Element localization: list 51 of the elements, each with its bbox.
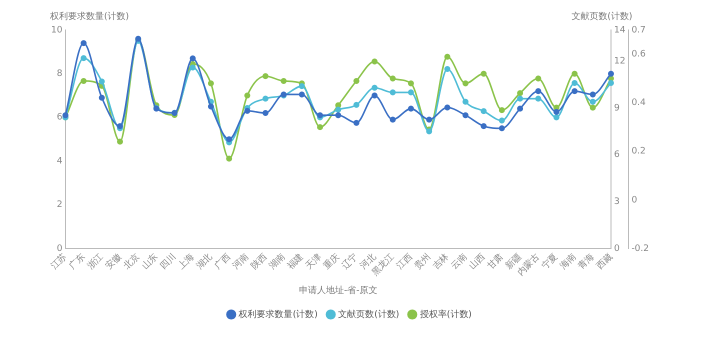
x-tick-label: 吉林	[430, 251, 452, 272]
y-axis-title: 权利要求数量(计数)	[49, 10, 130, 22]
y3-tick-label: 0	[631, 195, 638, 206]
x-tick-label: 青海	[576, 251, 597, 272]
x-tick-label: 云南	[448, 251, 470, 272]
y-tick-label: 4	[56, 156, 63, 166]
y3-tick-label: 0.4	[631, 98, 646, 108]
x-tick-label: 上海	[176, 251, 197, 272]
x-tick-label: 安徽	[103, 251, 124, 272]
y2-tick-label: 0	[614, 244, 620, 254]
y3-tick-label: 0.6	[631, 50, 646, 60]
x-tick-label: 广西	[212, 251, 233, 272]
x-tick-label: 重庆	[321, 251, 342, 272]
x-tick-label: 广东	[66, 251, 88, 272]
y-tick-label: 10	[51, 25, 63, 36]
x-tick-label: 山东	[140, 251, 160, 272]
x-tick-label: 陕西	[248, 251, 270, 272]
y-tick-label: 2	[56, 200, 62, 210]
x-tick-label: 江西	[394, 251, 415, 272]
y3-tick-label: -0.2	[631, 244, 649, 254]
x-tick-label: 宁夏	[540, 251, 560, 272]
x-tick-label: 湖北	[194, 251, 215, 272]
x-tick-label: 天津	[303, 251, 324, 272]
legend-label: 权利要求数量(计数)	[238, 308, 318, 320]
legend-label: 文献页数(计数)	[338, 308, 400, 320]
x-tick-label: 甘肃	[485, 251, 506, 272]
y-tick-label: 0	[56, 244, 63, 254]
x-tick-label: 北京	[121, 251, 142, 272]
x-tick-label: 海南	[558, 251, 578, 272]
y2-tick-label: 9	[614, 103, 620, 114]
y2-tick-label: 6	[614, 150, 620, 160]
x-tick-label: 湖南	[266, 251, 288, 272]
x-tick-label: 河南	[230, 251, 252, 272]
x-tick-label: 四川	[158, 251, 178, 272]
x-tick-label: 福建	[285, 251, 306, 272]
x-tick-label: 辽宁	[340, 251, 360, 272]
x-tick-label: 山西	[466, 251, 488, 272]
y2-tick-label: 14	[614, 25, 626, 36]
x-tick-label: 西藏	[594, 251, 615, 272]
y3-tick-label: 0.7	[631, 25, 646, 36]
x-tick-label: 贵州	[412, 251, 433, 272]
y2-axis-title: 文献页数(计数)	[571, 10, 632, 22]
legend-label: 授权率(计数)	[420, 308, 472, 320]
y2-tick-label: 12	[614, 56, 626, 67]
y2-tick-label: 3	[614, 197, 620, 207]
y-tick-label: 8	[56, 69, 63, 80]
y-tick-label: 6	[56, 112, 63, 123]
y3-tick-label: 0.2	[631, 146, 646, 157]
x-tick-label: 江苏	[48, 251, 70, 272]
x-axis-title: 申请人地址-省-原文	[298, 284, 378, 296]
x-tick-label: 浙江	[85, 251, 106, 272]
